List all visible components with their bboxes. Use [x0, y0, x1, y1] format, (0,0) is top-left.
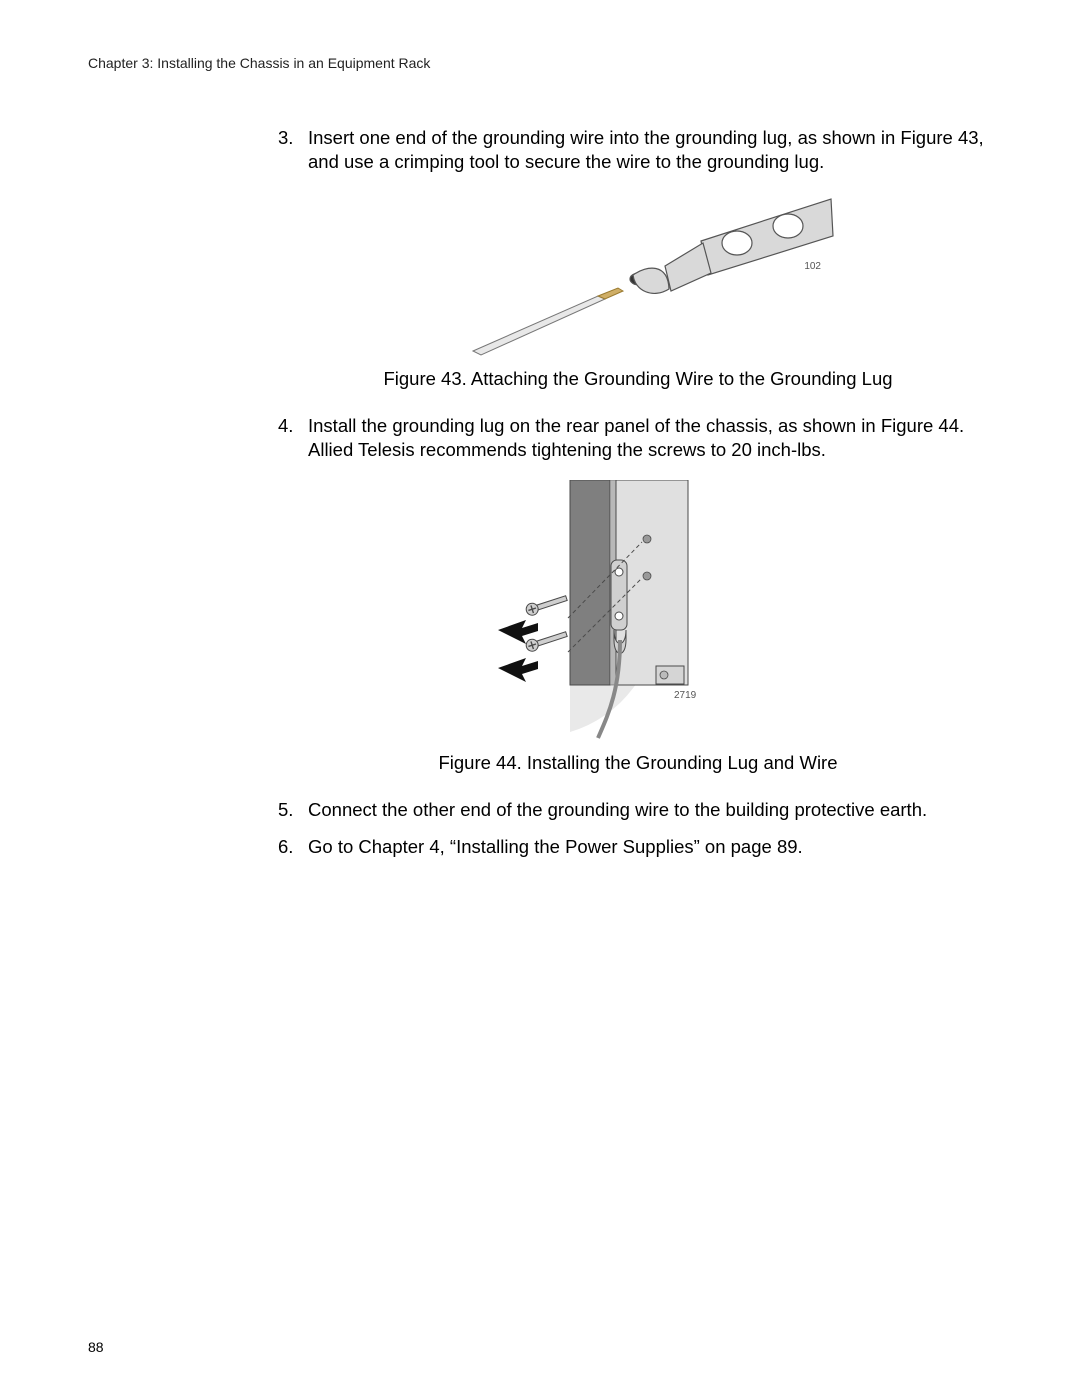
step-3: 3. Insert one end of the grounding wire … — [278, 126, 998, 173]
figure-43-illustration: 102 — [433, 191, 843, 356]
step-4: 4. Install the grounding lug on the rear… — [278, 414, 998, 461]
step-6: 6. Go to Chapter 4, “Installing the Powe… — [278, 835, 998, 859]
step-5: 5. Connect the other end of the groundin… — [278, 798, 998, 822]
page-number: 88 — [88, 1339, 104, 1355]
step-number: 4. — [278, 414, 308, 461]
content-column: 3. Insert one end of the grounding wire … — [278, 126, 998, 859]
figure-43-label-num: 102 — [804, 261, 821, 272]
figure-44-wrap: 2719 — [278, 480, 998, 740]
figure-43-wrap: 102 — [278, 191, 998, 356]
step-text: Connect the other end of the grounding w… — [308, 798, 998, 822]
step-text: Install the grounding lug on the rear pa… — [308, 414, 998, 461]
step-number: 3. — [278, 126, 308, 173]
step-text: Go to Chapter 4, “Installing the Power S… — [308, 835, 998, 859]
step-number: 5. — [278, 798, 308, 822]
step-number: 6. — [278, 835, 308, 859]
figure-44-illustration: 2719 — [498, 480, 778, 740]
figure-44-caption: Figure 44. Installing the Grounding Lug … — [278, 752, 998, 774]
step-text: Insert one end of the grounding wire int… — [308, 126, 998, 173]
chapter-header: Chapter 3: Installing the Chassis in an … — [88, 55, 992, 71]
figure-44-label-num: 2719 — [674, 690, 697, 701]
figure-43-caption: Figure 43. Attaching the Grounding Wire … — [278, 368, 998, 390]
